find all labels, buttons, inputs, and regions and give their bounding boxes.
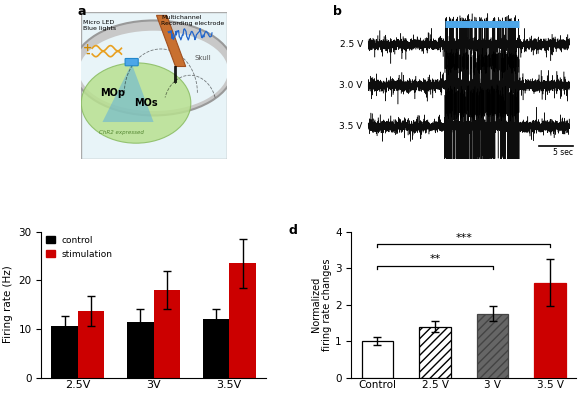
Text: Micro LED
Blue lights: Micro LED Blue lights [83,20,116,31]
Bar [153,290,180,378]
Text: Multichannel
Recording electrode: Multichannel Recording electrode [161,15,224,26]
Bar [51,325,78,378]
Bar [229,263,256,378]
Polygon shape [156,15,186,66]
Ellipse shape [79,31,228,111]
FancyBboxPatch shape [81,12,226,159]
Text: -: - [85,49,90,59]
Ellipse shape [74,20,234,115]
Bar [477,314,509,378]
FancyBboxPatch shape [125,59,138,66]
Text: 3.5 V: 3.5 V [339,122,363,131]
Bar [534,283,566,378]
Text: +: + [83,43,92,53]
Text: 2.5 V: 2.5 V [340,40,363,49]
Bar [127,322,153,378]
Bar [78,311,104,378]
Text: 5 sec: 5 sec [553,148,573,156]
Bar [362,341,393,378]
Text: 3.0 V: 3.0 V [339,81,363,90]
Legend: control, stimulation: control, stimulation [46,236,113,259]
Bar [203,319,229,378]
Text: b: b [333,5,342,18]
Polygon shape [102,63,153,122]
Text: **: ** [429,254,440,264]
Text: ChR2 expressed: ChR2 expressed [99,130,144,135]
Text: ***: *** [455,232,472,242]
Text: d: d [289,224,298,237]
Text: a: a [78,5,86,18]
Ellipse shape [81,63,191,143]
Y-axis label: Firing rate (Hz): Firing rate (Hz) [3,266,13,344]
Text: MOs: MOs [135,98,158,108]
Text: Skull: Skull [195,55,211,61]
Y-axis label: Normalized
firing rate changes: Normalized firing rate changes [310,259,332,351]
Text: MOp: MOp [100,88,125,98]
Bar [419,327,451,378]
